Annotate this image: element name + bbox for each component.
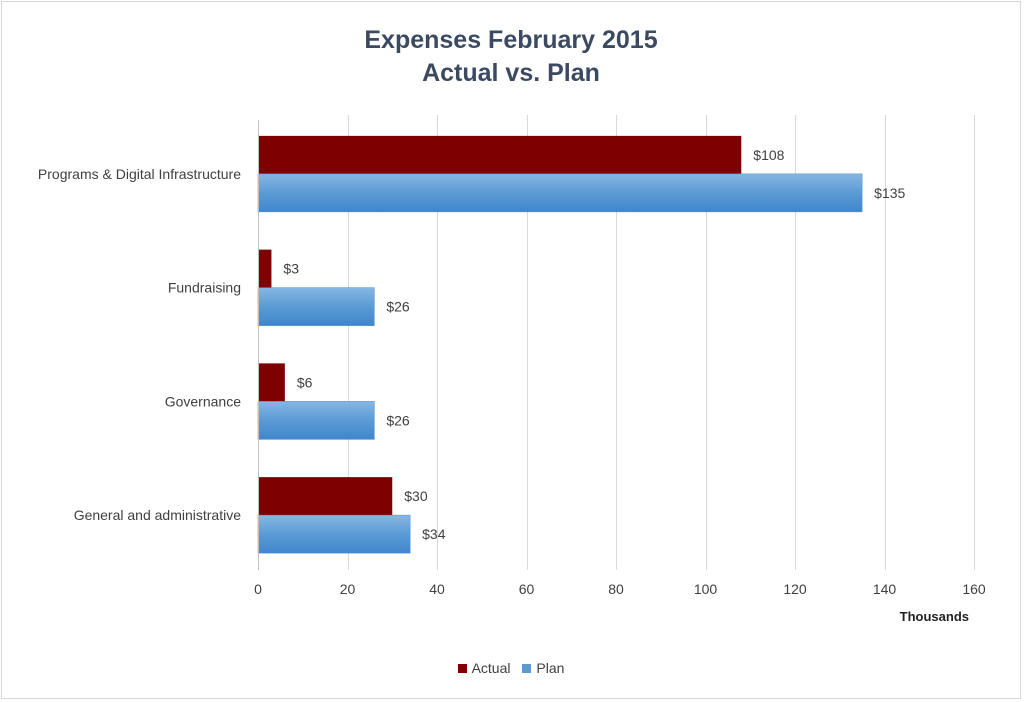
x-tick-label: 140 xyxy=(873,581,897,597)
chart-title-block: Expenses February 2015 Actual vs. Plan xyxy=(0,24,1022,90)
category-label: General and administrative xyxy=(74,507,242,523)
chart-subtitle: Actual vs. Plan xyxy=(422,59,600,87)
x-tick-label: 160 xyxy=(962,581,986,597)
bar-actual xyxy=(258,135,742,174)
x-tick-label: 60 xyxy=(519,581,535,597)
legend-item-plan: Plan xyxy=(522,660,564,676)
data-label-plan: $34 xyxy=(422,526,446,542)
x-tick-label: 120 xyxy=(783,581,807,597)
data-label-plan: $26 xyxy=(386,412,410,428)
chart-title: Expenses February 2015 xyxy=(364,26,658,54)
data-label-actual: $3 xyxy=(283,261,299,277)
legend-swatch-actual xyxy=(457,664,467,673)
data-label-plan: $26 xyxy=(386,299,410,315)
data-label-actual: $108 xyxy=(753,147,784,163)
data-label-plan: $135 xyxy=(874,185,905,201)
category-label: Programs & Digital Infrastructure xyxy=(38,166,241,182)
bar-actual xyxy=(258,363,285,402)
x-tick-label: 40 xyxy=(429,581,445,597)
bar-plan xyxy=(257,401,375,440)
bar-plan xyxy=(257,173,863,213)
data-label-actual: $6 xyxy=(297,374,313,390)
legend-swatch-plan xyxy=(522,664,532,673)
bar-actual xyxy=(258,249,272,288)
legend-item-actual: Actual xyxy=(457,660,511,676)
bar-plan xyxy=(257,514,411,554)
x-tick-label: 0 xyxy=(254,581,262,597)
category-label: Fundraising xyxy=(168,280,241,296)
x-tick-label: 80 xyxy=(608,581,624,597)
x-tick-label: 100 xyxy=(694,581,718,597)
category-label: Governance xyxy=(165,393,241,409)
legend-label-plan: Plan xyxy=(536,660,565,676)
x-axis-title: Thousands xyxy=(900,609,969,624)
data-label-actual: $30 xyxy=(404,488,428,504)
legend-label-actual: Actual xyxy=(471,660,511,676)
bar-actual xyxy=(258,477,393,516)
legend: Actual Plan xyxy=(0,660,1022,676)
x-tick-label: 20 xyxy=(340,581,356,597)
bar-plan xyxy=(257,287,375,326)
